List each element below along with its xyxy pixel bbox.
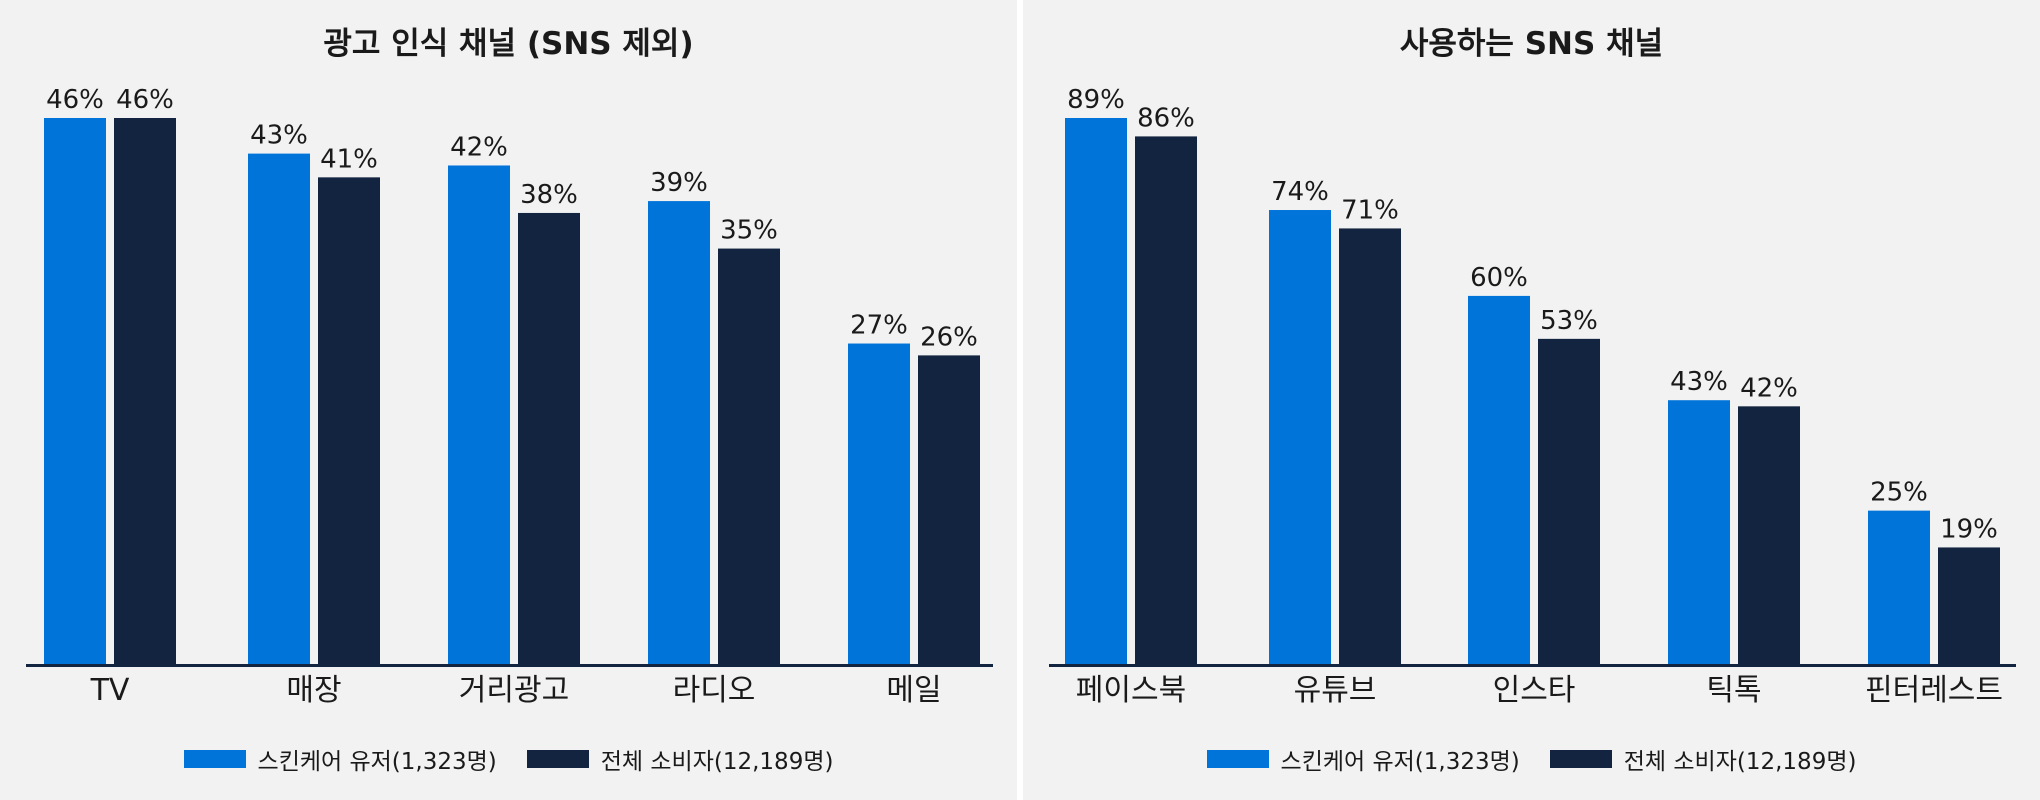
legend-item-skincare-users: 스킨케어 유저(1,323명)	[1206, 742, 1520, 776]
bar-skincare-users	[648, 201, 710, 664]
x-tick-label: 페이스북	[1076, 673, 1186, 708]
legend-item-all-consumers: 전체 소비자(12,189명)	[526, 742, 834, 776]
chart-panel-ad-channels: 광고 인식 채널 (SNS 제외) 46% 46% TV 43% 41% 매장 42% 38%…	[0, 0, 1017, 800]
data-label: 89%	[1067, 85, 1125, 115]
data-label: 38%	[520, 180, 578, 210]
data-label: 46%	[46, 85, 104, 115]
bar-skincare-users	[1065, 118, 1127, 664]
legend-item-all-consumers: 전체 소비자(12,189명)	[1549, 742, 1857, 776]
legend: 스킨케어 유저(1,323명) 전체 소비자(12,189명)	[1023, 742, 2040, 776]
legend: 스킨케어 유저(1,323명) 전체 소비자(12,189명)	[0, 742, 1017, 776]
x-tick-label: 라디오	[673, 673, 756, 708]
bar-skincare-users	[448, 165, 510, 664]
bar-skincare-users	[848, 343, 910, 664]
bar-all-consumers	[1339, 228, 1401, 664]
chart-title: 광고 인식 채널 (SNS 제외)	[323, 26, 694, 62]
data-label: 42%	[450, 132, 508, 162]
data-label: 74%	[1271, 177, 1329, 207]
bar-all-consumers	[1738, 406, 1800, 664]
data-label: 53%	[1540, 306, 1598, 336]
bar-all-consumers	[114, 118, 176, 664]
legend-swatch-skincare-users	[183, 750, 246, 768]
bar-all-consumers	[1938, 547, 2000, 664]
bar-skincare-users	[1269, 210, 1331, 665]
legend-label: 전체 소비자(12,189명)	[1623, 749, 1857, 775]
data-label: 19%	[1940, 514, 1998, 544]
data-label: 39%	[650, 168, 708, 198]
legend-label: 스킨케어 유저(1,323명)	[257, 749, 497, 775]
bar-skincare-users	[248, 153, 310, 664]
bar-skincare-users	[1668, 400, 1730, 664]
data-label: 60%	[1470, 263, 1528, 293]
x-tick-label: 메일	[886, 673, 941, 708]
x-tick-label: 매장	[286, 673, 341, 708]
x-tick-label: TV	[90, 673, 130, 708]
data-label: 71%	[1341, 195, 1399, 225]
legend-swatch-skincare-users	[1206, 750, 1269, 768]
bar-chart-ad-channels: 46% 46% TV 43% 41% 매장 42% 38% 거리광고 39% 35% 라디오 27% 26…	[26, 85, 993, 708]
data-label: 46%	[116, 85, 174, 115]
legend-label: 전체 소비자(12,189명)	[600, 749, 834, 775]
data-label: 42%	[1740, 373, 1798, 403]
bar-skincare-users	[1468, 295, 1530, 664]
bar-all-consumers	[918, 355, 980, 664]
legend-label: 스킨케어 유저(1,323명)	[1280, 749, 1520, 775]
bar-all-consumers	[518, 212, 580, 664]
data-label: 25%	[1870, 478, 1928, 508]
bar-skincare-users	[44, 118, 106, 664]
x-tick-label: 틱톡	[1706, 673, 1761, 708]
data-label: 43%	[1670, 367, 1728, 397]
data-label: 43%	[250, 121, 308, 151]
legend-item-skincare-users: 스킨케어 유저(1,323명)	[183, 742, 497, 776]
legend-swatch-all-consumers	[526, 750, 589, 768]
bar-skincare-users	[1868, 510, 1930, 664]
chart-panel-sns-channels: 사용하는 SNS 채널 89% 86% 페이스북 74% 71% 유튜브 60% 53% 인스타…	[1023, 0, 2040, 800]
x-tick-label: 거리광고	[459, 673, 569, 708]
bar-chart-sns-channels: 89% 86% 페이스북 74% 71% 유튜브 60% 53% 인스타 43% 42% 틱톡 25% 1…	[1049, 85, 2016, 708]
data-label: 86%	[1137, 103, 1195, 133]
x-tick-label: 인스타	[1493, 673, 1576, 708]
bar-all-consumers	[318, 177, 380, 664]
data-label: 35%	[720, 216, 778, 246]
data-label: 27%	[850, 311, 908, 341]
x-tick-label: 핀터레스트	[1865, 673, 2003, 708]
x-tick-label: 유튜브	[1294, 673, 1377, 708]
data-label: 41%	[320, 144, 378, 174]
bar-all-consumers	[718, 248, 780, 664]
data-label: 26%	[920, 322, 978, 352]
bar-all-consumers	[1538, 338, 1600, 664]
bar-all-consumers	[1135, 136, 1197, 665]
chart-title: 사용하는 SNS 채널	[1399, 26, 1664, 62]
legend-swatch-all-consumers	[1549, 750, 1612, 768]
